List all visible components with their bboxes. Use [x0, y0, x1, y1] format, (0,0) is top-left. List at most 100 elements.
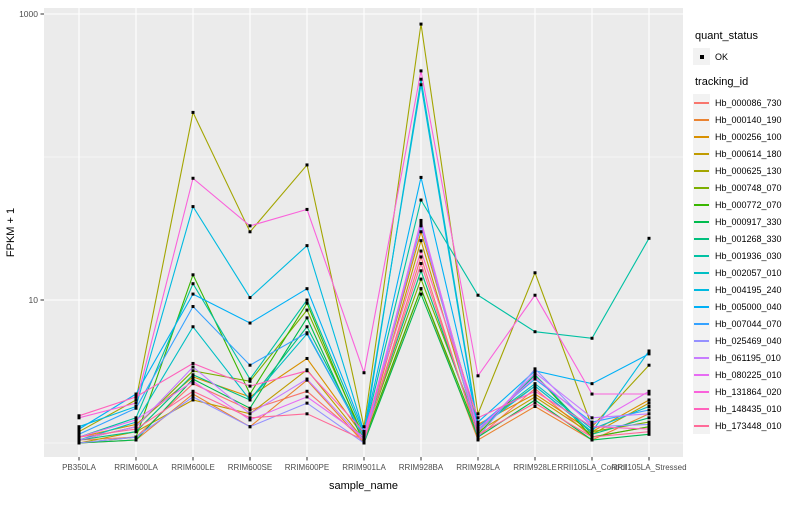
legend-item-Hb_000772_070: Hb_000772_070 [693, 196, 800, 213]
x-tick-label: RRII105LA_Stressed [611, 463, 686, 472]
legend-item-Hb_000614_180: Hb_000614_180 [693, 145, 800, 162]
line-swatch-icon [693, 366, 710, 383]
data-point [191, 110, 195, 114]
data-point [77, 430, 81, 434]
data-point [419, 224, 423, 228]
data-point [533, 271, 537, 275]
line-swatch-icon [693, 230, 710, 247]
x-tick-label: PB350LA [62, 463, 96, 472]
data-point [647, 430, 651, 434]
data-point [305, 325, 309, 329]
data-point [419, 218, 423, 222]
legend-item-Hb_005000_040: Hb_005000_040 [693, 298, 800, 315]
data-point [419, 77, 423, 81]
line-swatch-icon [693, 111, 710, 128]
data-point [590, 427, 594, 431]
data-point [533, 387, 537, 391]
legend-tracking-id: tracking_id Hb_000086_730 Hb_000140_190 Hb… [693, 76, 800, 434]
data-point [533, 377, 537, 381]
legend-quant-status: quant_status OK [693, 30, 800, 65]
data-point [77, 432, 81, 436]
data-point [476, 425, 480, 429]
line-swatch-icon [693, 315, 710, 332]
data-point [191, 176, 195, 180]
data-point [647, 425, 651, 429]
x-tick-label: RRIM600PE [285, 463, 329, 472]
legend-item-Hb_131864_020: Hb_131864_020 [693, 383, 800, 400]
data-point [191, 375, 195, 379]
legend-item-Hb_007044_070: Hb_007044_070 [693, 315, 800, 332]
data-point [248, 395, 252, 399]
legend-item-Hb_000625_130: Hb_000625_130 [693, 162, 800, 179]
data-point [533, 293, 537, 297]
data-point [305, 331, 309, 335]
line-swatch-icon [693, 281, 710, 298]
data-point [191, 282, 195, 286]
data-point [362, 441, 366, 445]
data-point [134, 401, 138, 405]
data-point [77, 427, 81, 431]
data-point [476, 435, 480, 439]
data-point [647, 398, 651, 402]
line-swatch-icon [693, 298, 710, 315]
data-point [590, 422, 594, 426]
data-point [305, 287, 309, 291]
data-point [533, 373, 537, 377]
data-point [134, 438, 138, 442]
data-point [419, 269, 423, 273]
data-point [533, 375, 537, 379]
data-point [590, 430, 594, 434]
data-point [77, 425, 81, 429]
data-point [419, 239, 423, 243]
data-point [248, 425, 252, 429]
data-point [191, 369, 195, 373]
data-point [305, 308, 309, 312]
data-point [191, 377, 195, 381]
legend-item-Hb_080225_010: Hb_080225_010 [693, 366, 800, 383]
data-point [362, 430, 366, 434]
legend-item-label: Hb_061195_010 [715, 352, 781, 363]
data-point [191, 373, 195, 377]
line-swatch-icon [693, 349, 710, 366]
data-point [419, 292, 423, 296]
data-point [305, 369, 309, 373]
data-point [419, 230, 423, 234]
data-point [533, 369, 537, 373]
data-point [191, 205, 195, 209]
line-swatch-icon [693, 417, 710, 434]
data-point [533, 371, 537, 375]
data-point [248, 408, 252, 412]
data-point [533, 401, 537, 405]
x-tick-label: RRIM928LE [513, 463, 557, 472]
data-point [647, 363, 651, 367]
legend-item-ok: OK [693, 48, 800, 65]
data-point [419, 175, 423, 179]
x-tick-label: RRIM901LA [342, 463, 386, 472]
data-point [248, 406, 252, 410]
legend-item-label: Hb_005000_040 [715, 301, 782, 312]
data-point [476, 412, 480, 416]
data-point [134, 430, 138, 434]
data-point [647, 420, 651, 424]
legend-item-Hb_000748_070: Hb_000748_070 [693, 179, 800, 196]
legend-item-Hb_001936_030: Hb_001936_030 [693, 247, 800, 264]
line-swatch-icon [693, 400, 710, 417]
data-point [476, 420, 480, 424]
data-point [419, 287, 423, 291]
data-point [248, 230, 252, 234]
data-point [647, 392, 651, 396]
line-swatch-icon [693, 247, 710, 264]
data-point [248, 377, 252, 381]
data-point [419, 249, 423, 253]
data-point [305, 356, 309, 360]
data-point [590, 416, 594, 420]
data-point [305, 395, 309, 399]
x-tick-label: RRIM600SE [228, 463, 272, 472]
legend-item-Hb_000256_100: Hb_000256_100 [693, 128, 800, 145]
line-swatch-icon [693, 179, 710, 196]
legend-item-label: Hb_000625_130 [715, 165, 782, 176]
data-point [362, 425, 366, 429]
data-point [305, 301, 309, 305]
data-point [533, 384, 537, 388]
